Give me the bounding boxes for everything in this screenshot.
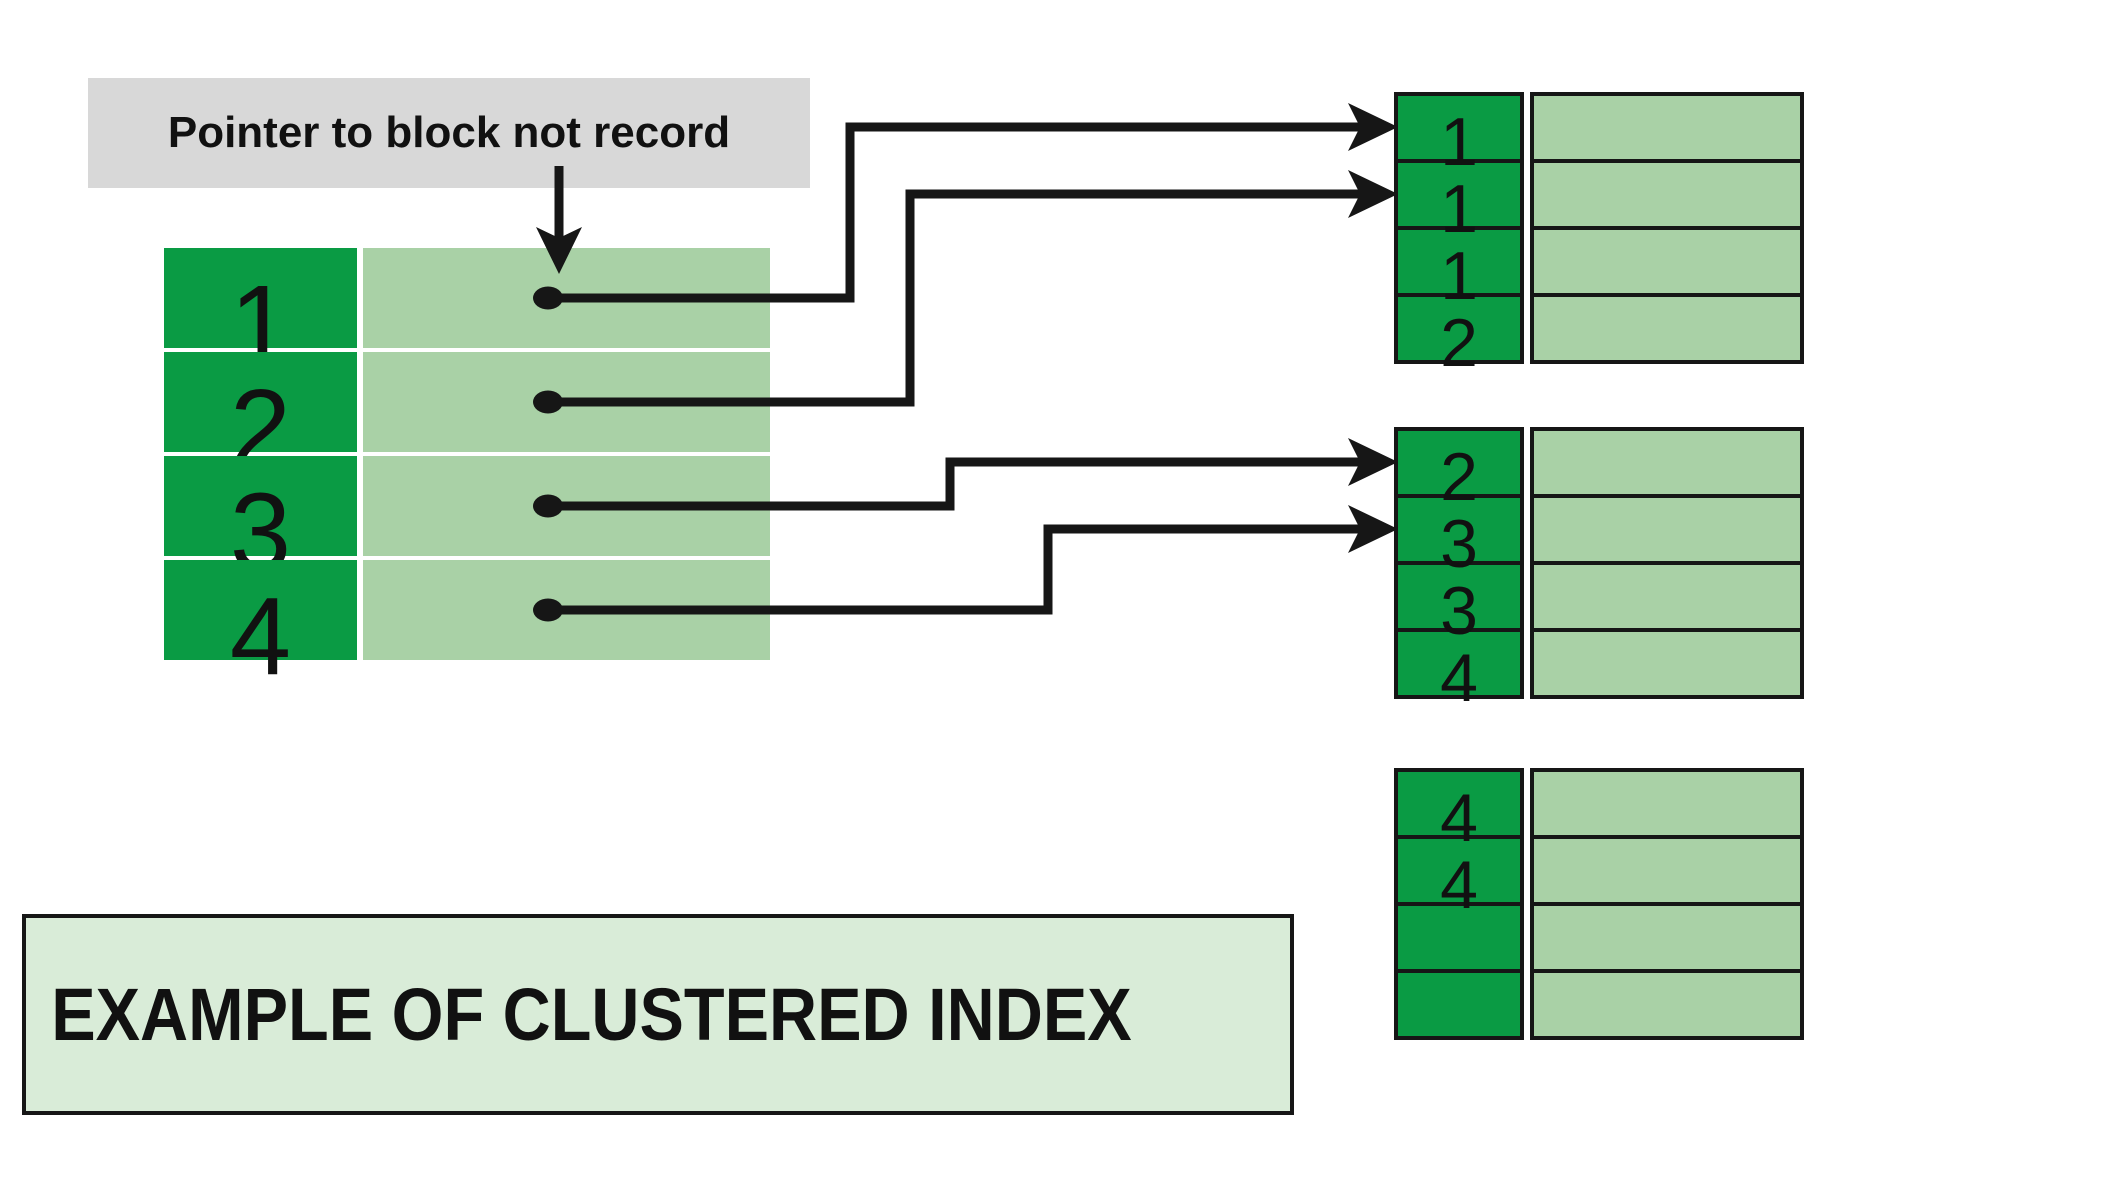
block-key-value: 1 xyxy=(1440,238,1478,314)
arrowhead-icon xyxy=(1348,438,1398,486)
block-key-column: 1 1 1 2 xyxy=(1394,92,1524,377)
index-key-value: 4 xyxy=(229,575,292,698)
block-key-cell: 1 xyxy=(1394,226,1524,310)
block-key-cell: 4 xyxy=(1394,768,1524,852)
pointer-arrow-1 xyxy=(533,103,1398,310)
block-key-value: 1 xyxy=(1440,171,1478,247)
block-record-column xyxy=(1530,427,1804,699)
block-key-cell: 4 xyxy=(1394,628,1524,712)
callout-label: Pointer to block not record xyxy=(167,108,731,157)
pointer-arrow-2 xyxy=(533,170,1398,414)
index-key-cell: 2 xyxy=(164,352,357,484)
block-key-cell: 1 xyxy=(1394,92,1524,176)
block-key-value: 4 xyxy=(1440,847,1478,923)
block-key-value: 1 xyxy=(1440,104,1478,180)
block-key-value: 3 xyxy=(1440,573,1478,649)
callout-down-arrow-icon xyxy=(536,166,582,274)
block-key-value: 2 xyxy=(1440,305,1478,381)
block-key-cell: 4 xyxy=(1394,835,1524,919)
block-key-value: 4 xyxy=(1440,640,1478,716)
block-key-cell: 3 xyxy=(1394,561,1524,645)
pointer-arrow-4 xyxy=(533,505,1398,622)
block-record-cell xyxy=(1530,159,1804,230)
block-key-cell: 3 xyxy=(1394,494,1524,578)
block-record-column xyxy=(1530,768,1804,1040)
block-record-cell xyxy=(1530,902,1804,973)
block-record-cell xyxy=(1530,494,1804,565)
block-record-cell xyxy=(1530,561,1804,632)
title-box: EXAMPLE OF CLUSTERED INDEX xyxy=(22,914,1294,1115)
block-key-cell: 2 xyxy=(1394,293,1524,377)
arrowhead-icon xyxy=(1348,103,1398,151)
callout-box: Pointer to block not record xyxy=(88,78,810,188)
block-record-cell xyxy=(1530,92,1804,163)
block-key-column: 4 4 xyxy=(1394,768,1524,1040)
arrowhead-icon xyxy=(1348,170,1398,218)
diagram-title: EXAMPLE OF CLUSTERED INDEX xyxy=(51,973,1132,1056)
pointer-arrow-3 xyxy=(533,438,1398,518)
index-key-cell: 4 xyxy=(164,560,357,692)
block-key-value: 3 xyxy=(1440,506,1478,582)
arrowhead-icon xyxy=(1348,505,1398,553)
block-key-cell: 2 xyxy=(1394,427,1524,511)
block-key-value: 2 xyxy=(1440,439,1478,515)
block-key-cell xyxy=(1394,969,1524,1040)
data-block-1: 1 1 1 2 xyxy=(1394,92,1804,377)
block-key-column: 2 3 3 4 xyxy=(1394,427,1524,712)
block-record-cell xyxy=(1530,969,1804,1040)
block-key-value: 4 xyxy=(1440,780,1478,856)
block-record-cell xyxy=(1530,427,1804,498)
block-record-column xyxy=(1530,92,1804,364)
data-block-2: 2 3 3 4 xyxy=(1394,427,1804,712)
data-block-3: 4 4 xyxy=(1394,768,1804,1044)
block-record-cell xyxy=(1530,628,1804,699)
block-record-cell xyxy=(1530,293,1804,364)
